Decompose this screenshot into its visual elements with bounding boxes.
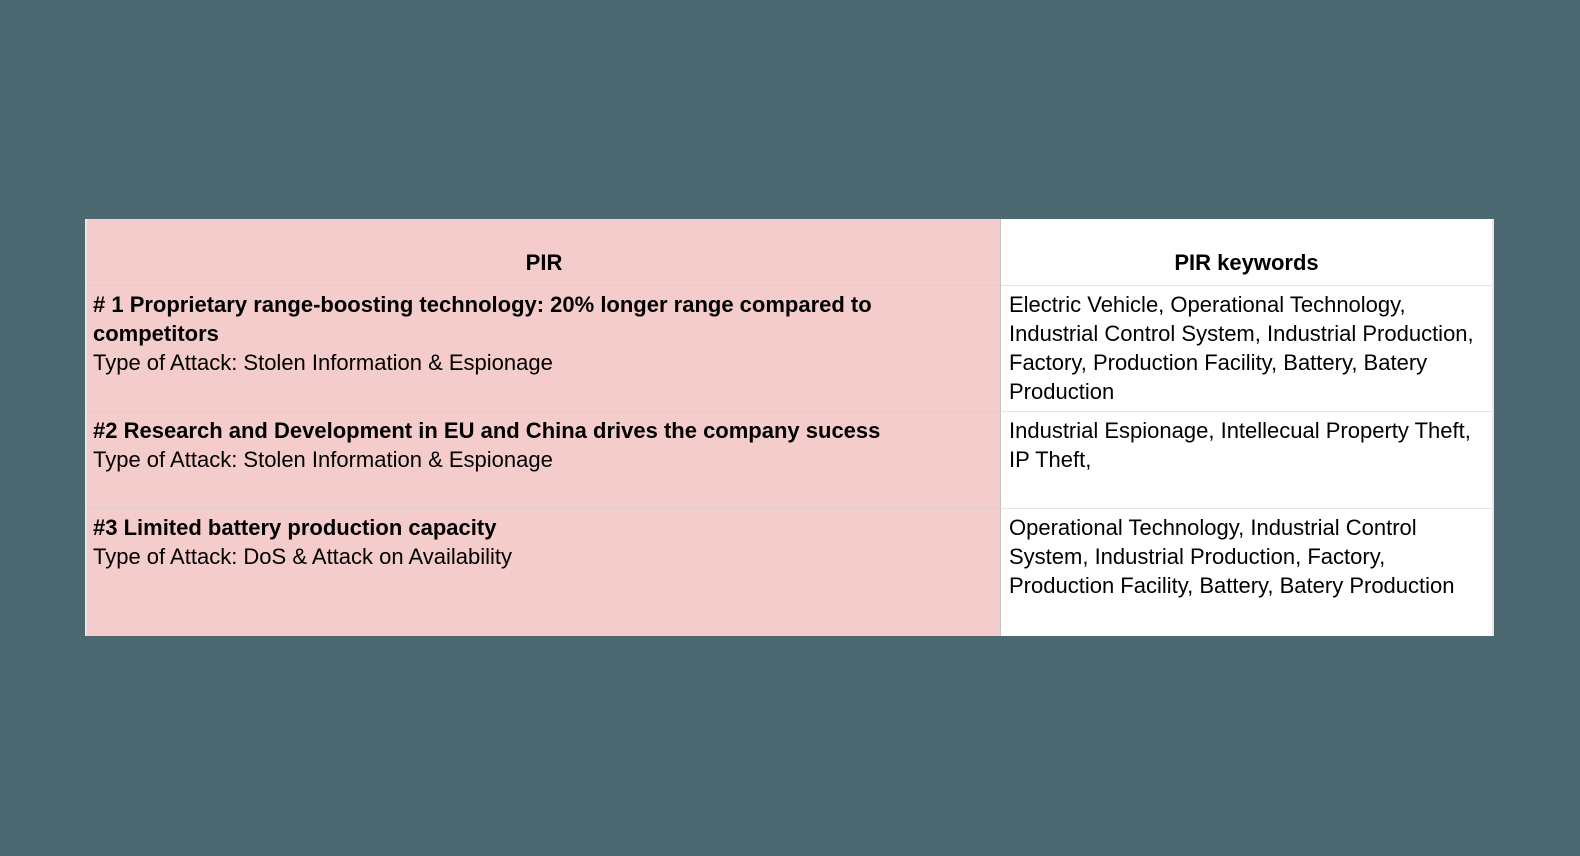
keywords-cell-1[interactable]: Electric Vehicle, Operational Technology… [1001, 286, 1492, 412]
keywords-header-label: PIR keywords [1174, 250, 1319, 275]
pir-3-attack-type: Type of Attack: DoS & Attack on Availabi… [93, 544, 513, 569]
pir-2-title: #2 Research and Development in EU and Ch… [93, 418, 881, 443]
keywords-1-text: Electric Vehicle, Operational Technology… [1009, 292, 1474, 404]
keywords-3-text: Operational Technology, Industrial Contr… [1009, 515, 1455, 598]
pir-column-header[interactable]: PIR [87, 219, 1001, 286]
keywords-cell-2[interactable]: Industrial Espionage, Intellecual Proper… [1001, 412, 1492, 509]
pir-cell-2[interactable]: #2 Research and Development in EU and Ch… [87, 412, 1001, 509]
keywords-cell-3[interactable]: Operational Technology, Industrial Contr… [1001, 509, 1492, 636]
pir-1-attack-type: Type of Attack: Stolen Information & Esp… [93, 350, 553, 375]
keywords-2-text: Industrial Espionage, Intellecual Proper… [1009, 418, 1471, 472]
pir-2-attack-type: Type of Attack: Stolen Information & Esp… [93, 447, 553, 472]
pir-3-title: #3 Limited battery production capacity [93, 515, 497, 540]
pir-1-title: # 1 Proprietary range-boosting technolog… [93, 292, 872, 346]
pir-header-label: PIR [525, 250, 563, 275]
keywords-column-header[interactable]: PIR keywords [1001, 219, 1492, 286]
pir-cell-1[interactable]: # 1 Proprietary range-boosting technolog… [87, 286, 1001, 412]
pir-cell-3[interactable]: #3 Limited battery production capacity T… [87, 509, 1001, 636]
pir-table: PIR PIR keywords # 1 Proprietary range-b… [85, 219, 1494, 636]
